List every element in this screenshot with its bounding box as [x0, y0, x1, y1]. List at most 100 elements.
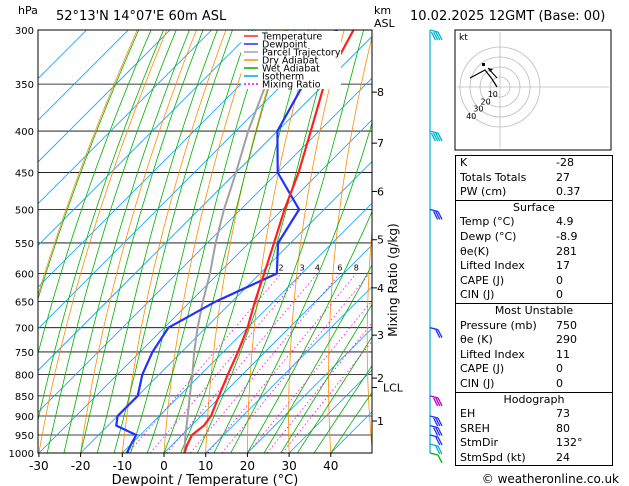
mixing-ratio-labels: 2 3 4 6 8	[279, 264, 359, 273]
isotherm	[205, 286, 372, 453]
index-row: K -28	[456, 156, 612, 171]
isotherm	[38, 119, 372, 453]
km-tick-label: LCL	[383, 382, 404, 395]
index-label: Totals Totals	[460, 170, 527, 184]
wet-adiabat	[96, 30, 218, 453]
y-axis-label: Mixing Ratio (g/kg)	[386, 223, 400, 336]
index-row: SREH 80	[456, 422, 612, 437]
index-label: Temp (°C)	[460, 215, 515, 229]
hodograph-ring-label: 10	[488, 90, 498, 99]
profile-lines	[115, 30, 355, 453]
isotherm	[80, 161, 372, 453]
hpa-label: hPa	[18, 4, 38, 17]
hodograph-title: Hodograph	[503, 392, 565, 406]
wet-adiabat	[163, 30, 287, 453]
background-lines	[38, 30, 372, 453]
mixing-ratio-label: 8	[354, 264, 359, 273]
plot-frame	[37, 29, 373, 454]
km-label: km	[374, 4, 391, 17]
mixing-ratio-line	[190, 273, 341, 453]
km-tick-label: 8	[377, 86, 384, 99]
index-row: Lifted Index 11	[456, 348, 612, 363]
isotherm	[38, 30, 171, 163]
mixing-ratio-label: 6	[337, 264, 342, 273]
pressure-tick-label: 700	[15, 324, 34, 335]
wet-adiabat	[313, 364, 372, 453]
hodograph-ring-label: 40	[466, 112, 476, 121]
pressure-tick-label: 950	[15, 431, 34, 442]
x-tick-label: -30	[29, 459, 49, 473]
pressure-tick-label: 500	[15, 205, 34, 216]
temperature-axis: -30 -20 -10 0 10 20 30 40	[29, 453, 338, 473]
km-tick-label: 4	[377, 282, 384, 295]
isotherm	[163, 244, 372, 453]
legend-label: Mixing Ratio	[262, 80, 321, 91]
isotherm	[38, 30, 87, 80]
index-value: 290	[556, 333, 577, 347]
index-value: -8.9	[556, 229, 578, 243]
pressure-tick-label: 600	[15, 270, 34, 281]
isotherm	[38, 30, 296, 288]
mixing-ratio-line	[127, 273, 282, 453]
index-label: Dewp (°C)	[460, 229, 517, 243]
dry-adiabat	[328, 35, 372, 453]
dry-adiabat	[163, 30, 256, 453]
wind-barb	[429, 443, 443, 455]
wet-adiabat	[280, 303, 372, 453]
basic-indices: K -28 Totals Totals 27 PW (cm) 0.37	[456, 156, 612, 200]
legend-label: Wet Adiabat	[262, 64, 320, 75]
index-value: -28	[556, 156, 574, 169]
wet-adiabat	[213, 30, 364, 453]
legend-label: Temperature	[261, 32, 322, 43]
hodograph-ring	[489, 76, 511, 98]
mixing-ratio-label: 3	[299, 264, 304, 273]
dewpoint-line	[115, 30, 338, 453]
hodograph-section: Hodograph EH 73 SREH 80 StmDir 132° StmSpd (kt…	[456, 391, 612, 466]
dry-adiabat	[246, 30, 315, 453]
pressure-tick-label: 850	[15, 392, 34, 403]
indices-table: K -28 Totals Totals 27 PW (cm) 0.37 Surface T…	[455, 155, 613, 467]
index-value: 281	[556, 244, 577, 258]
hodograph-ring	[469, 56, 531, 118]
index-label: StmDir	[460, 436, 499, 450]
index-label: Pressure (mb)	[460, 318, 537, 332]
index-label: θe (K)	[460, 333, 493, 347]
isotherm	[122, 202, 372, 453]
index-value: 0.37	[556, 185, 581, 199]
pressure-tick-label: 400	[15, 127, 34, 138]
isotherm	[38, 77, 372, 413]
mixing-ratio-line	[247, 299, 372, 453]
index-row: CIN (J) 0	[456, 288, 612, 303]
km-tick-label: 5	[377, 234, 384, 247]
wind-barbs	[429, 29, 443, 464]
location-title: 52°13'N 14°07'E 60m ASL	[56, 9, 227, 24]
wind-barb	[429, 424, 443, 436]
legend-label: Isotherm	[262, 72, 304, 83]
hodograph-unit-label: kt	[459, 33, 468, 43]
asl-label: ASL	[374, 17, 396, 30]
hodograph-ring	[459, 46, 541, 128]
wet-adiabat	[146, 30, 268, 453]
wet-adiabat	[46, 30, 177, 453]
wet-adiabat	[80, 30, 204, 453]
mixing-ratio-line	[221, 273, 370, 453]
index-row: CIN (J) 0	[456, 377, 612, 392]
wet-adiabat	[230, 121, 372, 453]
storm-motion-arrowhead	[488, 68, 493, 72]
index-value: 80	[556, 421, 570, 435]
surface-section: Surface Temp (°C) 4.9 Dewp (°C) -8.9 θe(K) 28…	[456, 199, 612, 303]
wind-barb	[429, 415, 443, 427]
datetime-title: 10.02.2025 12GMT (Base: 00)	[410, 9, 605, 24]
index-value: 750	[556, 318, 577, 332]
mixing-ratio-label: 2	[279, 264, 284, 273]
index-row: Temp (°C) 4.9	[456, 215, 612, 230]
x-tick-label: 40	[323, 459, 338, 473]
legend-label: Dewpoint	[262, 40, 307, 51]
pressure-tick-label: 350	[15, 80, 34, 91]
wet-adiabat	[130, 30, 250, 453]
legend-label: Parcel Trajectory	[262, 48, 341, 59]
index-value: 11	[556, 347, 570, 361]
wind-barb	[429, 434, 443, 446]
